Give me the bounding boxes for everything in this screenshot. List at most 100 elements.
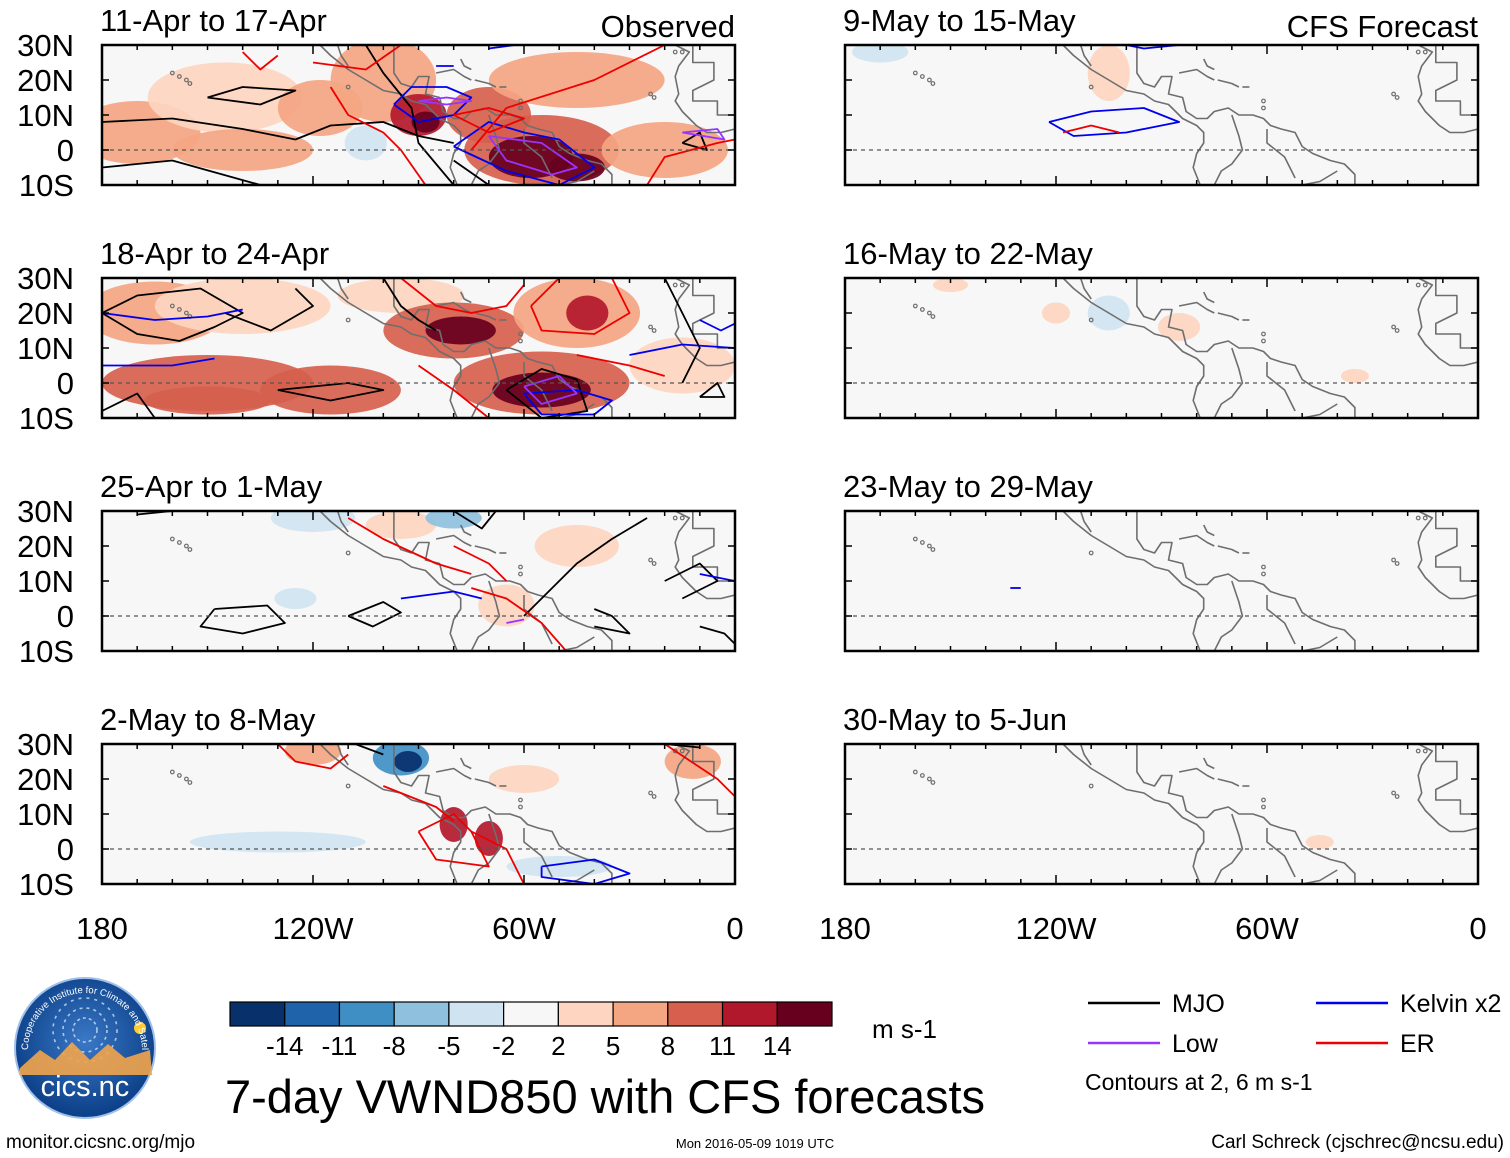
logo-mountains [20,1042,152,1075]
island [672,282,678,288]
colorbar-swatch [721,1001,778,1027]
y-tick-label: 20N [17,529,74,564]
y-tick-label: 30N [17,494,74,529]
logo-text: cics.nc [41,1071,130,1103]
y-tick-label: 10S [19,634,74,669]
panel-p7: 23-May to 29-May [843,469,1480,653]
island [1391,790,1396,796]
anomaly-blob [147,62,303,133]
colorbar-swatch [667,1001,724,1027]
coastline [1062,744,1205,884]
y-tick-label: 10N [17,98,74,133]
coastline [459,524,472,537]
island [518,105,523,111]
coastline [336,278,349,300]
island [169,303,175,309]
coastline [1178,68,1215,81]
y-tick-label: 10N [17,564,74,599]
island [176,74,182,79]
column-header: CFS Forecast [1287,9,1479,44]
anomaly-blob [506,856,612,877]
island [1415,282,1421,288]
coastline [435,534,472,547]
anomaly-blob [270,511,356,532]
panel-plot-area [169,744,735,884]
coastline [474,79,497,88]
anomaly-blob [932,278,969,292]
colorbar-swatch [557,1001,614,1027]
island [1261,804,1266,810]
coastline [1417,511,1478,600]
island [518,331,523,337]
colorbar: -14 -11 -8 -5 -2 2 5 8 11 14 [229,1001,833,1061]
anomaly-blob [1305,835,1334,849]
coastline [1435,45,1478,116]
contour-line [393,86,473,123]
anomaly-blob [1041,302,1071,324]
panel-title: 16-May to 22-May [843,236,1093,271]
legend: MJO Kelvin x2 Low ER [1088,990,1501,1058]
panel-background [845,278,1478,418]
y-tick-label: 10S [19,168,74,203]
island [1261,571,1266,577]
island [648,324,653,330]
panel-background [845,744,1478,884]
contour-line [523,517,648,617]
coastline [1202,757,1215,770]
coastline [692,278,735,349]
logo-disc [15,978,155,1118]
colorbar-label: 14 [763,1031,792,1061]
island [1422,49,1428,55]
y-tick-label: 0 [57,599,74,634]
island [176,540,182,545]
contour-line [471,587,567,651]
colorbar-label: 11 [709,1031,736,1061]
x-tick-label: 60W [1235,911,1299,946]
island [930,780,936,785]
y-tick-label: 0 [57,133,74,168]
coastline [470,580,501,651]
colorbar-label: -8 [383,1031,406,1061]
coastline [1266,362,1296,412]
y-tick-label: 10S [19,401,74,436]
panel-title: 2-May to 8-May [100,702,316,737]
island [187,547,193,552]
panel-title: 11-Apr to 17-Apr [100,3,327,38]
contour-line [102,287,244,342]
contour-line [365,45,455,185]
coastline [319,278,462,418]
coastline [1266,595,1296,645]
legend-label: MJO [1172,990,1225,1018]
panel-p5: 9-May to 15-May CFS Forecast [843,3,1480,187]
contour-line [102,392,156,418]
coastline [1178,301,1215,314]
contour-line [664,562,719,600]
island [679,282,685,288]
island [169,70,175,76]
contour-line [453,511,497,530]
panel-title: 18-Apr to 24-Apr [100,236,329,271]
panel-plot-area [912,511,1478,651]
island [1394,328,1400,333]
logo-sun-icon [134,1022,146,1034]
island [912,70,918,76]
y-tick-label: 10S [19,867,74,902]
island [345,84,351,90]
anomaly-blob [344,125,387,161]
coastline [1217,79,1240,88]
coastline [1062,45,1205,185]
coastline [1062,511,1205,651]
coastline [1217,312,1240,321]
coastline [435,767,472,780]
contour-line [242,51,279,71]
panel-title: 25-Apr to 1-May [100,469,323,504]
island [919,540,925,545]
island [1415,49,1421,55]
anomaly-blob [172,129,313,171]
coastline [692,744,735,815]
contour-line [1048,107,1180,137]
island [518,564,523,570]
